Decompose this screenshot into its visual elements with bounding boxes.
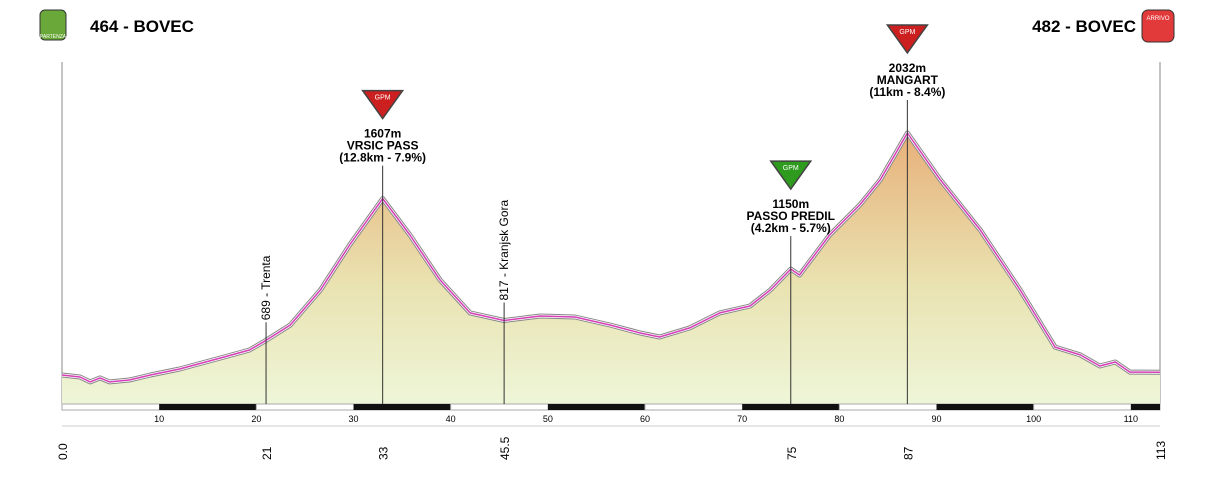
end-badge: ARRIVO <box>1146 16 1169 22</box>
km-mark-label: 33 <box>377 446 391 460</box>
km-mark-label: 21 <box>260 446 274 460</box>
x-tick-label: 20 <box>251 414 261 424</box>
km-mark-label: 87 <box>901 446 915 460</box>
km-mark-label: 113 <box>1154 441 1168 460</box>
km-segment <box>742 404 840 410</box>
climb-label: VRSIC PASS <box>347 139 419 153</box>
x-tick-label: 30 <box>348 414 358 424</box>
gpm-label: GPM <box>899 29 915 36</box>
end-label: 482 - BOVEC <box>1032 17 1136 36</box>
km-segment <box>159 404 257 410</box>
km-segment <box>1130 404 1160 410</box>
x-tick-label: 70 <box>737 414 747 424</box>
climb-label: 1150m <box>772 197 809 211</box>
climb-label: (4.2km - 5.7%) <box>751 221 831 235</box>
x-tick-label: 90 <box>932 414 942 424</box>
gpm-label: GPM <box>783 165 799 172</box>
x-tick-label: 110 <box>1124 414 1138 424</box>
climb-label: 2032m <box>889 61 926 75</box>
x-tick-label: 10 <box>154 414 164 424</box>
x-tick-label: 60 <box>640 414 650 424</box>
km-mark-label: 45.5 <box>498 436 512 460</box>
km-segment <box>936 404 1034 410</box>
gpm-badge <box>769 160 813 191</box>
climb-label: 1607m <box>364 127 401 141</box>
start-badge: PARTENZA <box>40 34 67 40</box>
place-label: 817 - Kranjsk Gora <box>497 199 511 300</box>
km-segment <box>547 404 646 410</box>
climb-label: (12.8km - 7.9%) <box>339 151 426 165</box>
x-tick-label: 50 <box>543 414 553 424</box>
place-label: 689 - Trenta <box>259 255 273 320</box>
end-icon <box>1141 9 1175 43</box>
km-segment <box>353 404 451 410</box>
gpm-badge <box>885 24 929 55</box>
gpm-badge <box>361 89 405 120</box>
x-tick-label: 100 <box>1026 414 1041 424</box>
km-mark-label: 0.0 <box>56 443 70 460</box>
gpm-label: GPM <box>375 95 391 102</box>
start-label: 464 - BOVEC <box>90 17 194 36</box>
start-icon <box>39 9 67 41</box>
elevation-line <box>61 132 1161 383</box>
climb-label: PASSO PREDIL <box>747 209 835 223</box>
km-mark-label: 75 <box>785 446 799 460</box>
x-tick-label: 80 <box>834 414 844 424</box>
climb-label: MANGART <box>877 73 939 87</box>
climb-label: (11km - 8.4%) <box>869 85 945 99</box>
elevation-area <box>62 133 1160 404</box>
x-tick-label: 40 <box>446 414 456 424</box>
